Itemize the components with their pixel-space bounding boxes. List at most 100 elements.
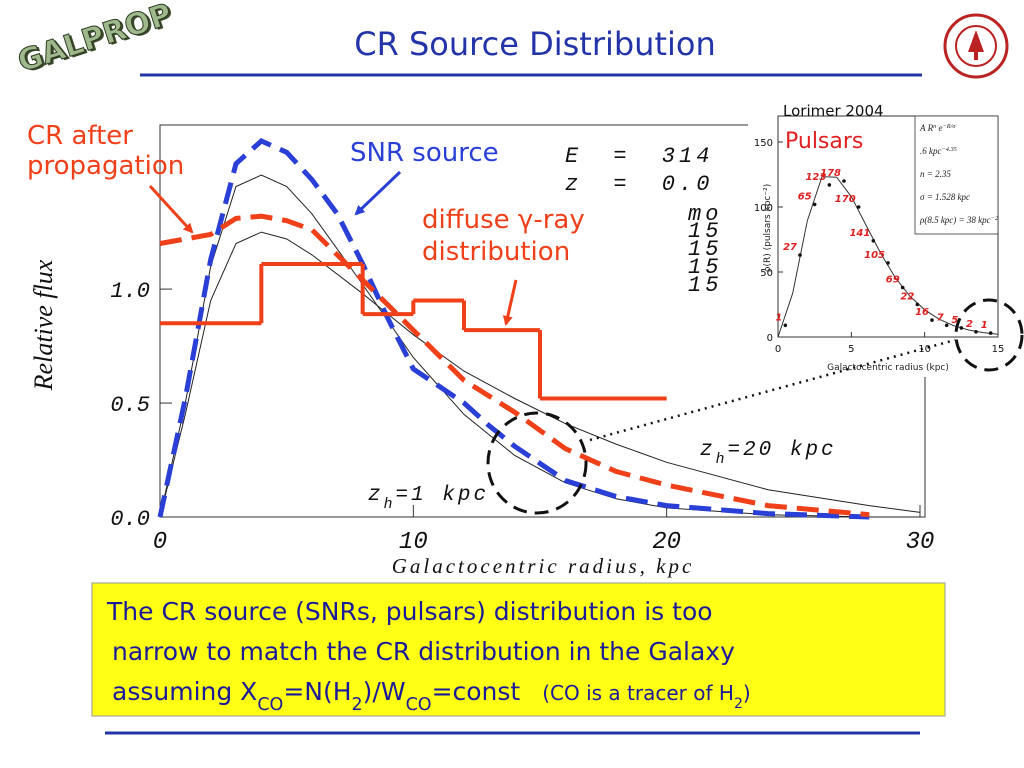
y-axis-label: ρ(R) (pulsars kpc⁻²) [763,184,773,272]
count-label: 178 [820,168,841,179]
x-tick-label: 30 [906,529,935,556]
text-part: =const [432,677,521,706]
x-tick-label: 15 [992,344,1005,355]
gamma-arrow [502,279,518,326]
text-part: CO [257,695,283,715]
y-axis-label: Relative flux [29,259,58,391]
y-tick-label: 50 [760,268,773,279]
count-label: 123 [805,172,826,183]
count-label: 2 [966,319,973,330]
annotation: 15 [688,237,722,262]
text-part: 2 [734,696,743,712]
x-tick-label: 0 [153,529,167,556]
count-label: 1 [981,320,988,331]
count-label: 7 [937,312,944,323]
fit-box [914,115,999,235]
seal-tree [968,30,984,60]
text-part: ) [743,681,751,705]
data-point [930,318,934,322]
data-point [827,183,832,187]
x-tick-label: 10 [918,344,931,355]
data-point [812,202,817,207]
inset-title: Pulsars [785,129,863,154]
count-label: 170 [835,194,856,205]
pointer-dots [589,338,956,442]
x-tick-label: 5 [848,344,854,355]
text-part: (CO is a tracer of H [542,681,734,705]
data-point [783,323,788,328]
text-part: h [384,497,396,513]
y-tick-label: 150 [754,138,773,149]
text-part: .6 kpc [920,146,942,156]
count-label: 16 [915,307,929,318]
fit-text: ρ(8.5 kpc) = 38 kpc−2 [919,215,999,226]
count-label: 22 [900,292,914,303]
text-part: n [933,123,936,130]
x-axis-label: Galactocentric radius, kpc [392,554,695,578]
highlight-ring [954,298,1024,372]
x-tick-label: 10 [399,529,428,556]
text-part: CO [406,695,432,715]
x-axis-label: Galactocentric radius (kpc) [827,363,949,373]
y-tick-label: 0 [767,333,773,344]
text-part: e [936,123,942,133]
note-aside: (CO is a tracer of H2) [542,681,750,712]
annotation: z = 0.0 [565,172,713,197]
zh-label: zh=1 kpc [368,484,489,513]
text-part: assuming X [112,677,257,706]
cr-arrow [148,184,194,234]
count-label: 5 [951,315,958,326]
count-label: 141 [849,228,870,239]
x-tick-label: 0 [775,344,781,355]
zh-label: zh=20 kpc [700,439,837,468]
annotation: 15 [688,255,722,280]
series-line [159,231,921,518]
fit-text: n = 2.35 [920,169,951,179]
data-point [886,261,890,265]
text-part: A R [919,123,934,133]
data-point [959,326,964,330]
text-part: ρ(8.5 kpc) = 38 kpc [919,215,991,225]
source-label: Lorimer 2004 [783,102,884,120]
text-part: z [700,439,716,462]
text-part: n = 2.35 [920,169,951,179]
text-part: h [716,452,728,468]
count-label: 27 [783,242,797,253]
count-label: 65 [798,191,812,202]
data-point [856,205,861,209]
cr-label: CR after [27,121,133,151]
highlight-ring [486,411,588,515]
series-line [157,138,870,520]
data-point [988,331,993,335]
data-point [900,285,905,290]
y-tick-label: 1.0 [110,279,150,304]
y-tick-label: 0.0 [110,507,150,532]
cr-label: propagation [27,151,184,181]
annotation: E = 314 [565,144,713,169]
text-part: −R/σ [943,123,957,130]
snr-label: SNR source [350,138,499,168]
text-part: z [368,484,384,507]
note-line: narrow to match the CR distribution in t… [112,637,735,666]
series-line [159,213,870,518]
annotation: mo [688,202,722,227]
count-label: 105 [864,250,885,261]
text-part: −4.35 [942,146,957,153]
text-part: σ = 1.528 kpc [920,192,970,202]
note-line: The CR source (SNRs, pulsars) distributi… [106,597,713,626]
fit-text: σ = 1.528 kpc [920,192,970,202]
data-point [944,323,949,328]
text-part: −2 [991,215,999,222]
y-tick-label: 100 [754,203,773,214]
gamma-label: distribution [422,237,570,267]
annotation: 15 [688,219,722,244]
snr-arrow [354,170,402,216]
data-point [871,239,876,243]
text-part: =N(H [283,677,351,706]
text-part: )/W [363,677,406,706]
